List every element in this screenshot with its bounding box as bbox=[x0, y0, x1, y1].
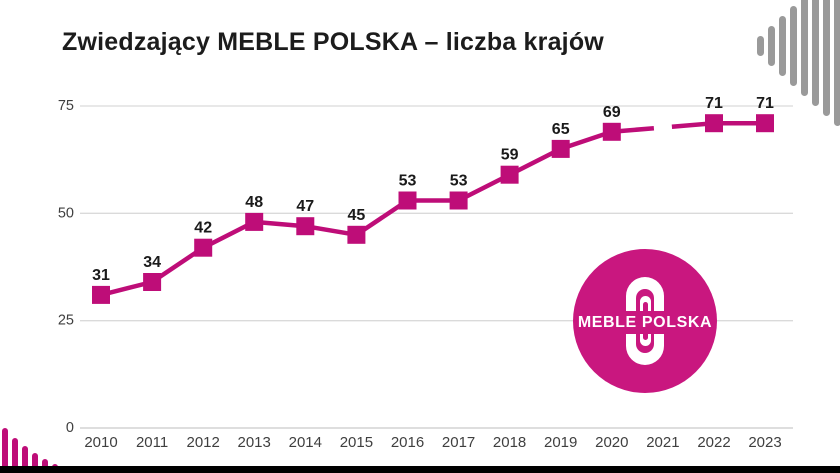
data-label-2023: 71 bbox=[756, 95, 774, 112]
data-point-2010 bbox=[92, 285, 110, 304]
data-label-2010: 31 bbox=[92, 267, 110, 284]
data-label-2013: 48 bbox=[245, 194, 263, 211]
data-label-2014: 47 bbox=[296, 198, 314, 215]
x-tick-label-2019: 2019 bbox=[544, 434, 577, 451]
x-tick-label-2015: 2015 bbox=[340, 434, 373, 451]
data-point-2011 bbox=[143, 273, 162, 291]
meble-polska-logo: MEBLE POLSKA bbox=[573, 249, 717, 393]
data-point-2019 bbox=[551, 139, 570, 158]
stripe-bar bbox=[2, 428, 8, 473]
stripe-bar bbox=[757, 36, 764, 56]
data-point-2022 bbox=[705, 114, 723, 133]
data-label-2022: 71 bbox=[705, 95, 723, 112]
data-label-2016: 53 bbox=[399, 173, 417, 190]
data-label-2019: 65 bbox=[552, 121, 570, 138]
data-label-2017: 53 bbox=[450, 173, 468, 190]
x-tick-label-2017: 2017 bbox=[442, 434, 475, 451]
data-point-2016 bbox=[398, 191, 417, 210]
stripe-bar bbox=[834, 0, 840, 126]
x-tick-label-2011: 2011 bbox=[136, 434, 168, 451]
stripe-bar bbox=[22, 446, 28, 473]
stripe-bar bbox=[32, 453, 38, 473]
y-tick-label-0: 0 bbox=[66, 420, 74, 436]
chart-title: Zwiedzający MEBLE POLSKA – liczba krajów bbox=[62, 28, 604, 56]
stripe-bar bbox=[823, 0, 830, 116]
data-point-2023 bbox=[756, 114, 774, 133]
data-point-2012 bbox=[194, 238, 213, 257]
y-tick-label-75: 75 bbox=[58, 98, 74, 114]
data-point-2017 bbox=[449, 191, 468, 210]
stripe-bar bbox=[801, 0, 808, 96]
x-tick-label-2014: 2014 bbox=[289, 434, 322, 451]
x-tick-label-2013: 2013 bbox=[238, 434, 271, 451]
y-tick-label-25: 25 bbox=[58, 313, 74, 329]
logo-text: MEBLE POLSKA bbox=[577, 313, 713, 331]
x-tick-label-2016: 2016 bbox=[391, 434, 424, 451]
data-point-2014 bbox=[296, 217, 315, 236]
data-label-2020: 69 bbox=[603, 104, 621, 121]
y-tick-label-50: 50 bbox=[58, 205, 74, 221]
stripe-bar bbox=[768, 26, 775, 66]
stripe-bar bbox=[12, 438, 18, 473]
data-label-2011: 34 bbox=[143, 254, 161, 271]
x-tick-label-2012: 2012 bbox=[187, 434, 220, 451]
stripe-bar bbox=[812, 0, 819, 106]
data-point-2015 bbox=[347, 225, 366, 244]
logo-text-band: MEBLE POLSKA bbox=[575, 311, 715, 334]
data-point-2020 bbox=[602, 122, 621, 141]
x-tick-label-2010: 2010 bbox=[84, 434, 117, 451]
x-tick-label-2022: 2022 bbox=[697, 434, 730, 451]
x-tick-label-2023: 2023 bbox=[748, 434, 781, 451]
x-tick-label-2018: 2018 bbox=[493, 434, 526, 451]
stripe-bar bbox=[779, 16, 786, 76]
stripe-bar bbox=[790, 6, 797, 86]
data-label-2015: 45 bbox=[348, 207, 366, 224]
x-tick-label-2020: 2020 bbox=[595, 434, 628, 451]
data-point-2018 bbox=[500, 165, 519, 184]
data-label-2018: 59 bbox=[501, 147, 519, 164]
data-label-2012: 42 bbox=[194, 220, 212, 237]
x-tick-label-2021: 2021 bbox=[646, 434, 679, 451]
decorative-stripes-top-right-icon bbox=[757, 0, 840, 136]
data-point-2013 bbox=[245, 212, 264, 231]
footer-bar bbox=[0, 466, 840, 473]
